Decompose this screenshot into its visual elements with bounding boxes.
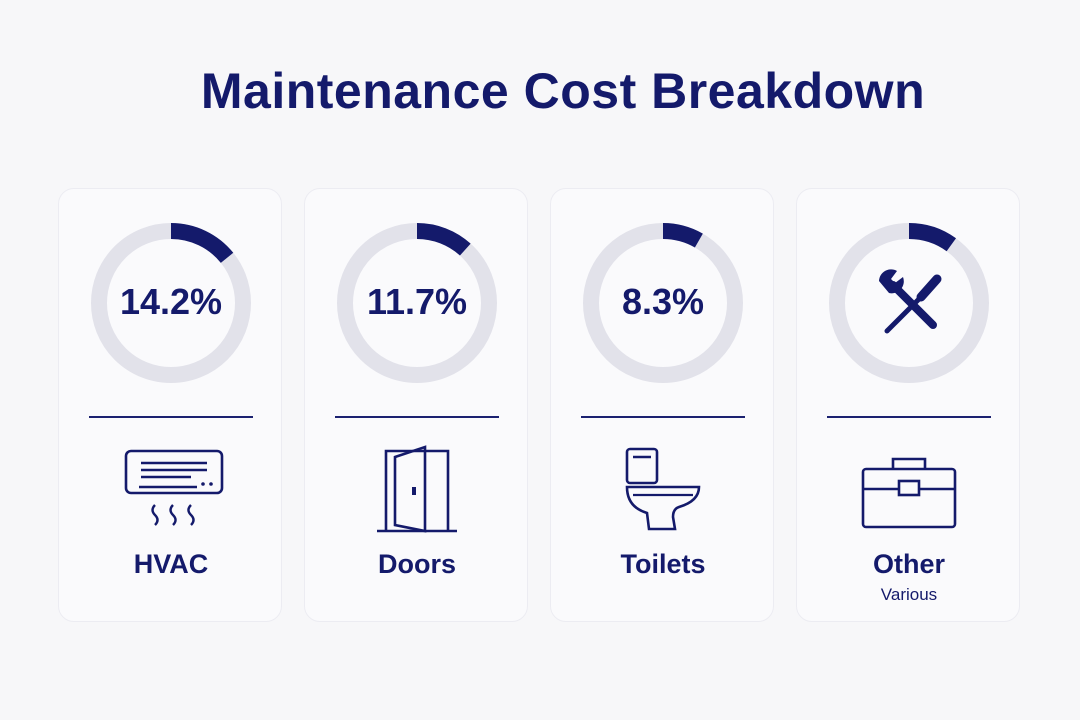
divider (827, 416, 991, 418)
card-other: Other Various (796, 188, 1020, 622)
value-label-toilets: 8.3% (621, 281, 705, 322)
category-label-doors: Doors (377, 549, 456, 579)
category-label-other: Other (872, 549, 945, 579)
donut-arc-doors (416, 223, 471, 256)
card-hvac: 14.2% HVAC (58, 188, 282, 622)
tools-icon (867, 261, 951, 345)
chart-title: Maintenance Cost Breakdown (200, 63, 926, 119)
toolbox-icon (849, 445, 969, 535)
category-label-toilets: Toilets (620, 549, 706, 579)
donut-arc-toilets (662, 223, 703, 248)
divider (581, 416, 745, 418)
donut-other (825, 219, 993, 387)
donut-svg-doors (337, 223, 497, 383)
card-doors: 11.7% Doors (304, 188, 528, 622)
donut-svg-toilets (583, 223, 743, 383)
divider (335, 416, 499, 418)
divider (89, 416, 253, 418)
donut-arc-other (908, 223, 957, 252)
value-label-doors: 11.7% (366, 281, 468, 322)
donut-doors: 11.7% (333, 219, 501, 387)
air-conditioner-icon (111, 445, 231, 535)
donut-hvac: 14.2% (87, 219, 255, 387)
category-sublabel-other: Various (880, 585, 938, 604)
value-label-hvac: 14.2% (119, 281, 223, 322)
category-label-hvac: HVAC (133, 549, 209, 579)
donut-arc-hvac (170, 223, 234, 264)
donut-svg-hvac (91, 223, 251, 383)
door-icon (357, 445, 477, 535)
card-toilets: 8.3% Toilets (550, 188, 774, 622)
toilet-icon (603, 445, 723, 535)
donut-svg-other (829, 223, 989, 383)
donut-toilets: 8.3% (579, 219, 747, 387)
